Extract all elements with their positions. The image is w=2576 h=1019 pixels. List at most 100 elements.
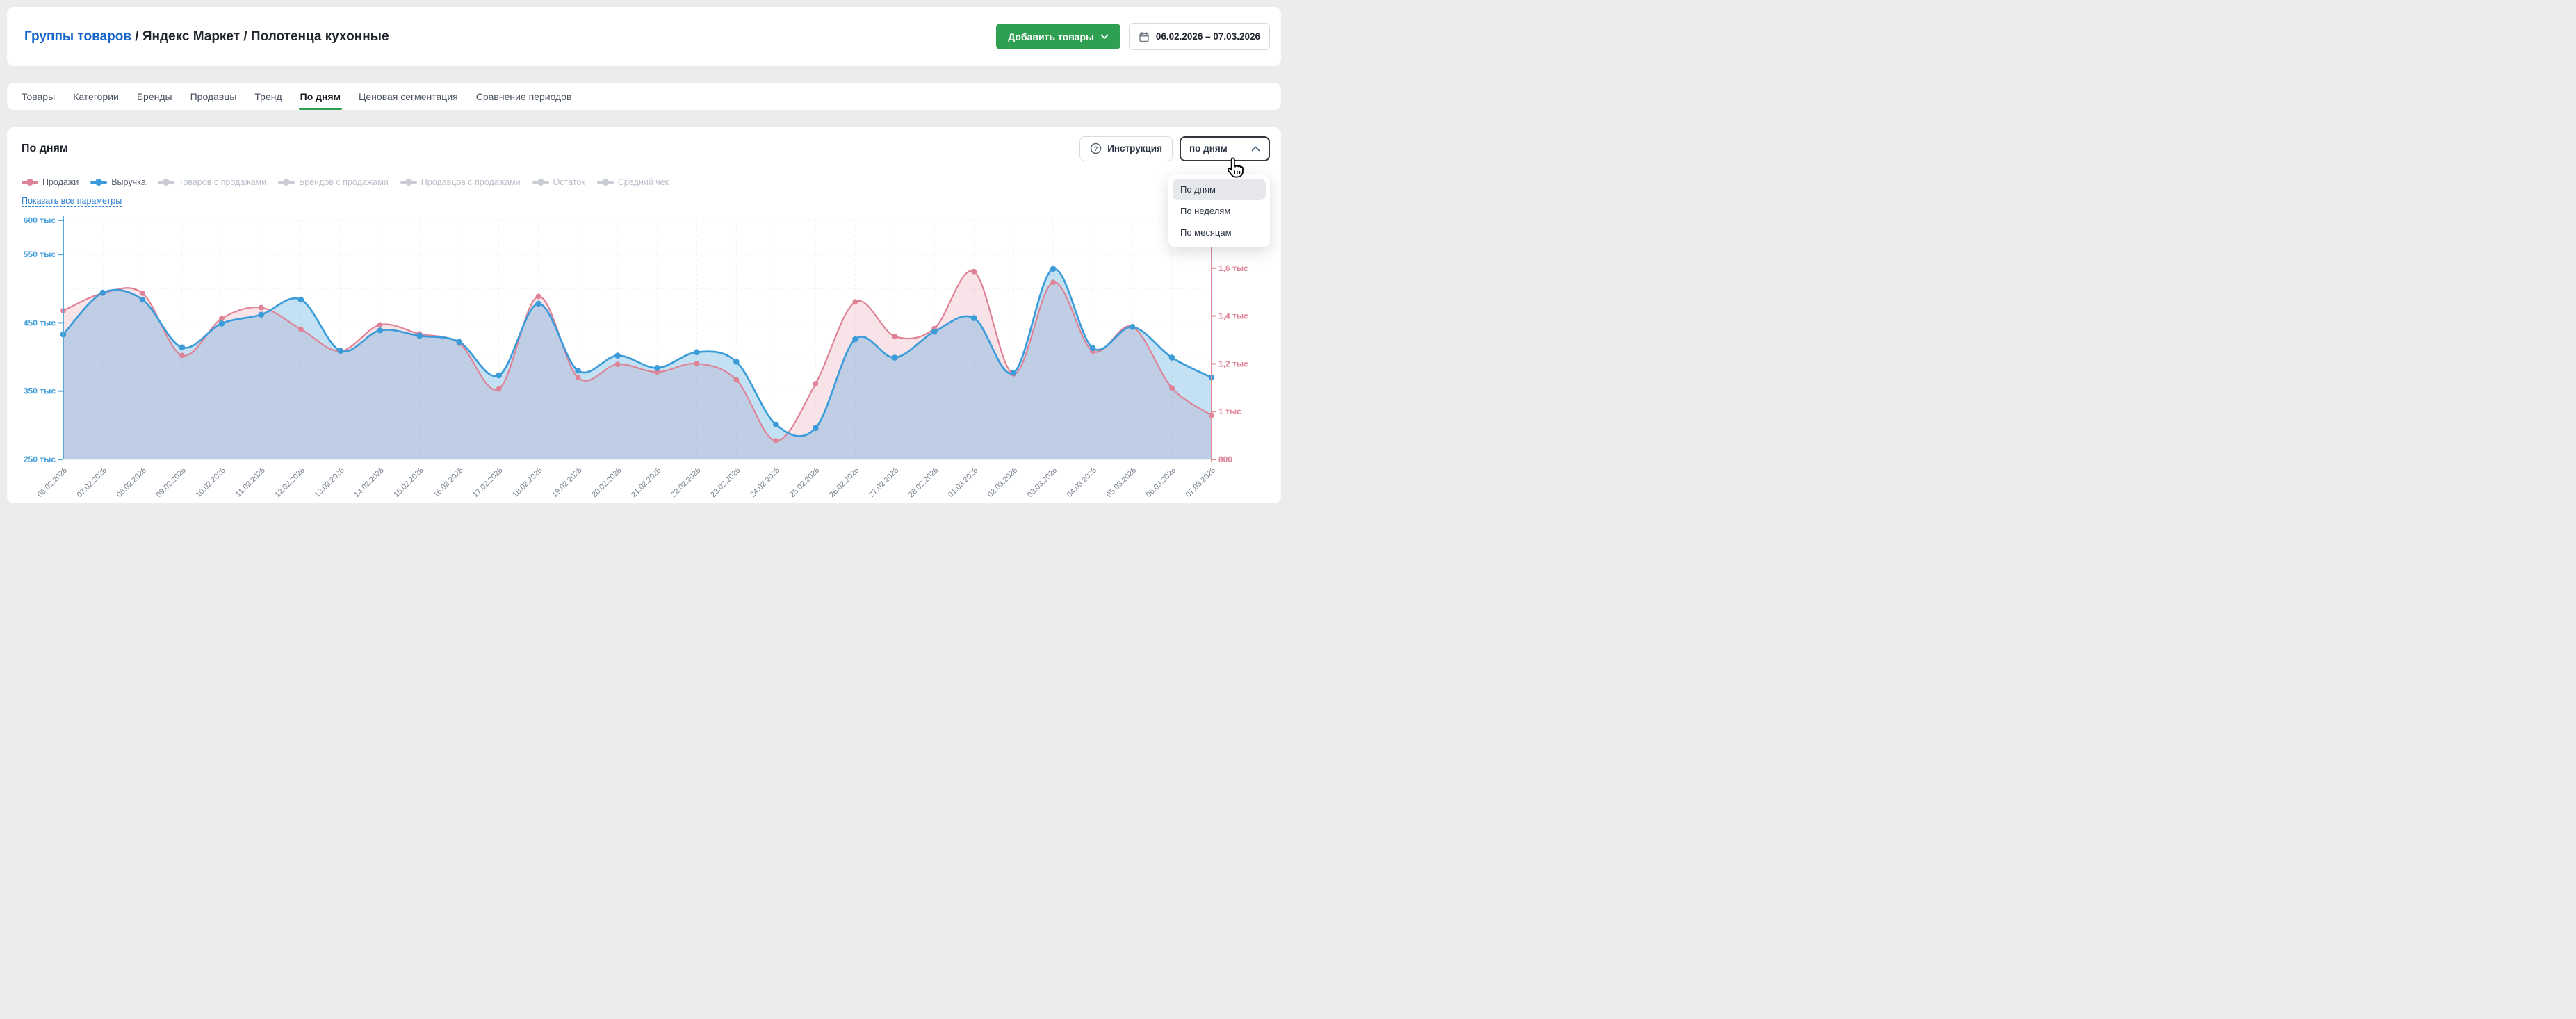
legend-item-1[interactable]: Выручка [90,177,146,187]
breadcrumb-link-product-groups[interactable]: Группы товаров [24,28,131,44]
legend-marker-icon [22,179,38,186]
add-products-button[interactable]: Добавить товары [996,24,1120,49]
data-point[interactable] [258,304,264,311]
data-point[interactable] [140,291,145,296]
granularity-option-0[interactable]: По дням [1173,179,1266,200]
svg-text:12.02.2026: 12.02.2026 [273,466,306,499]
data-point[interactable] [694,349,700,355]
tab-2[interactable]: Бренды [136,90,172,102]
tab-1[interactable]: Категории [73,90,119,102]
data-point[interactable] [694,361,700,366]
data-point[interactable] [575,375,581,381]
data-point[interactable] [377,322,383,328]
data-point[interactable] [852,336,858,343]
granularity-option-2[interactable]: По месяцам [1180,227,1232,238]
data-point[interactable] [297,296,304,303]
data-point[interactable] [337,348,344,354]
series-0-area [63,270,1212,459]
svg-text:800: 800 [1218,455,1232,464]
data-point[interactable] [496,386,502,392]
right-axis: 1,6 тыс 1,4 тыс 1,2 тыс 1 тыс 800 [1211,237,1248,464]
data-point[interactable] [614,352,621,359]
data-point[interactable] [218,320,225,327]
legend-item-5[interactable]: Остаток [532,177,585,187]
svg-text:11.02.2026: 11.02.2026 [234,466,267,499]
tab-0[interactable]: Товары [22,90,56,102]
data-point[interactable] [971,268,977,275]
svg-text:27.02.2026: 27.02.2026 [867,466,900,499]
granularity-option-1[interactable]: По неделям [1180,206,1231,216]
data-point[interactable] [416,332,423,339]
data-point[interactable] [218,316,225,322]
svg-text:450 тыс: 450 тыс [24,318,56,327]
data-point[interactable] [733,359,740,365]
data-point[interactable] [1010,369,1017,376]
legend-label: Брендов с продажами [299,177,389,187]
svg-text:1,2 тыс: 1,2 тыс [1218,359,1248,368]
tab-6[interactable]: Ценовая сегментация [359,90,458,102]
svg-text:25.02.2026: 25.02.2026 [788,466,821,499]
data-point[interactable] [1089,345,1096,352]
data-point[interactable] [733,377,740,383]
data-point[interactable] [99,289,106,296]
data-point[interactable] [139,296,146,303]
instruction-button[interactable]: ? Инструкция [1079,136,1173,161]
svg-text:28.02.2026: 28.02.2026 [907,466,940,499]
granularity-dropdown-button[interactable]: по дням [1180,136,1270,161]
data-point[interactable] [773,438,779,444]
data-point[interactable] [179,344,186,351]
svg-text:08.02.2026: 08.02.2026 [115,466,148,499]
breadcrumb-marketplace: Яндекс Маркет [142,28,241,44]
legend-item-6[interactable]: Средний чек [596,177,669,187]
svg-text:06.02.2026: 06.02.2026 [36,466,69,499]
legend-marker-icon [278,179,295,186]
data-point[interactable] [1169,385,1175,391]
data-point[interactable] [1168,354,1175,361]
data-point[interactable] [1129,324,1136,330]
legend-item-0[interactable]: Продажи [22,177,79,187]
breadcrumb: Группы товаров / Яндекс Маркет / Полотен… [24,29,389,44]
date-range-picker[interactable]: 06.02.2026 – 07.03.2026 [1128,23,1270,50]
left-axis: 600 тыс 550 тыс 450 тыс 350 тыс 250 тыс [24,215,64,464]
data-point[interactable] [892,333,898,339]
data-point[interactable] [179,352,185,359]
tab-3[interactable]: Продавцы [190,90,237,102]
data-point[interactable] [773,421,779,428]
legend-item-2[interactable]: Товаров с продажами [157,177,266,187]
data-point[interactable] [535,300,541,307]
show-all-parameters-link[interactable]: Показать все параметры [22,196,122,207]
tab-7[interactable]: Сравнение периодов [475,90,572,102]
data-point[interactable] [535,293,541,300]
data-point[interactable] [813,425,819,432]
data-point[interactable] [654,369,660,375]
legend-label: Продавцов с продажами [421,177,521,187]
data-point[interactable] [931,328,938,335]
data-point[interactable] [377,327,384,334]
series-1-area [63,268,1212,459]
data-point[interactable] [297,326,304,332]
legend-item-4[interactable]: Продавцов с продажами [400,177,521,187]
data-point[interactable] [258,311,265,318]
panel-controls: ? Инструкция по дням [1079,136,1270,161]
data-point[interactable] [575,367,581,374]
svg-text:550 тыс: 550 тыс [24,250,56,259]
data-point[interactable] [813,381,819,386]
x-axis-labels: 06.02.2026 07.02.2026 08.02.2026 09.02.2026… [36,466,1217,499]
data-point[interactable] [891,354,898,361]
tab-5[interactable]: По дням [298,83,343,110]
svg-text:21.02.2026: 21.02.2026 [630,466,662,499]
data-point[interactable] [654,364,660,371]
data-point[interactable] [456,339,462,345]
panel-head: По дням ? Инструкция по дням [22,136,1270,161]
legend-label: Остаток [553,177,585,187]
legend-item-3[interactable]: Брендов с продажами [278,177,389,187]
svg-text:03.03.2026: 03.03.2026 [1026,466,1059,499]
tab-4[interactable]: Тренд [254,90,282,102]
data-point[interactable] [1050,266,1057,272]
data-point[interactable] [852,299,858,305]
svg-text:06.03.2026: 06.03.2026 [1145,466,1177,499]
data-point[interactable] [496,372,502,379]
data-point[interactable] [1050,279,1057,285]
data-point[interactable] [970,315,977,321]
data-point[interactable] [614,361,621,367]
